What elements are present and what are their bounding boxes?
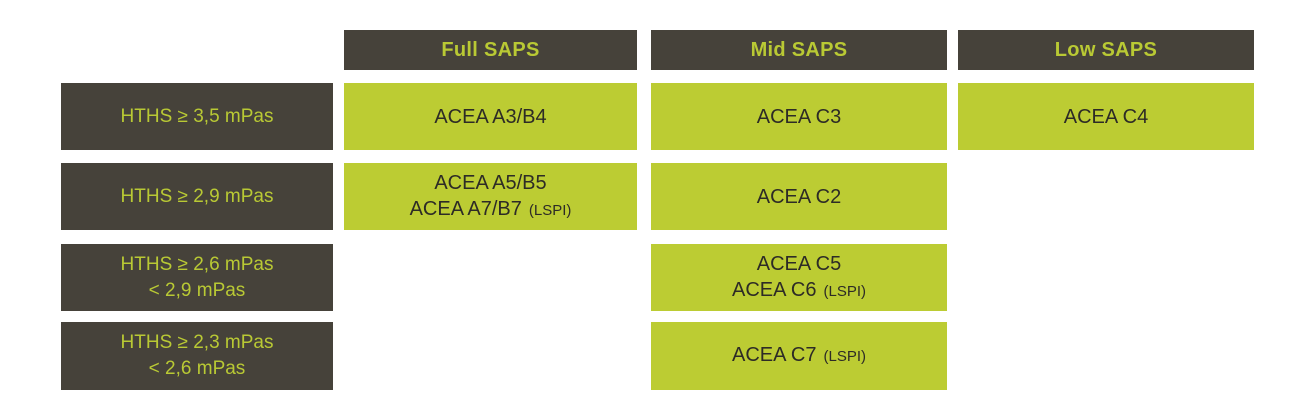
cell-line-2-main: ACEA C6 xyxy=(732,278,817,301)
row-label-line-1: HTHS ≥ 2,3 mPas xyxy=(120,332,274,353)
row-label-line-2: < 2,6 mPas xyxy=(148,358,246,379)
cell-line-1-main: ACEA C7 xyxy=(732,344,817,366)
cell-acea-c3: ACEA C3 xyxy=(651,83,947,150)
cell-line-2-lspi-suffix: (LSPI) xyxy=(823,282,866,300)
cell-acea-c7: ACEA C7 (LSPI) xyxy=(651,322,947,390)
row-label-hths-ge-2-3-lt-2-6: HTHS ≥ 2,3 mPas < 2,6 mPas xyxy=(61,322,333,390)
cell-line-2: ACEA C6 (LSPI) xyxy=(732,277,866,305)
column-header-mid-saps: Mid SAPS xyxy=(651,30,947,70)
cell-acea-a3-b4: ACEA A3/B4 xyxy=(344,83,637,150)
cell-acea-c2: ACEA C2 xyxy=(651,163,947,230)
row-label-hths-ge-3-5: HTHS ≥ 3,5 mPas xyxy=(61,83,333,150)
cell-line-1: ACEA A5/B5 xyxy=(434,171,547,194)
column-header-low-saps: Low SAPS xyxy=(958,30,1254,70)
cell-line-1: ACEA C7 (LSPI) xyxy=(732,342,866,370)
cell-acea-c5-c6: ACEA C5 ACEA C6 (LSPI) xyxy=(651,244,947,311)
cell-line-1-lspi-suffix: (LSPI) xyxy=(823,348,866,365)
row-label-line-2: < 2,9 mPas xyxy=(148,279,246,301)
cell-acea-a5-b5-a7-b7: ACEA A5/B5 ACEA A7/B7 (LSPI) xyxy=(344,163,637,230)
cell-line-2-main: ACEA A7/B7 xyxy=(409,197,522,220)
row-label-hths-ge-2-6-lt-2-9: HTHS ≥ 2,6 mPas < 2,9 mPas xyxy=(61,244,333,311)
cell-acea-c4: ACEA C4 xyxy=(958,83,1254,150)
row-label-line-1: HTHS ≥ 2,6 mPas xyxy=(120,253,274,275)
cell-line-1: ACEA C5 xyxy=(756,252,842,275)
row-label-hths-ge-2-9: HTHS ≥ 2,9 mPas xyxy=(61,163,333,230)
cell-line-2-lspi-suffix: (LSPI) xyxy=(528,201,572,219)
column-header-full-saps: Full SAPS xyxy=(344,30,637,70)
cell-line-2: ACEA A7/B7 (LSPI) xyxy=(410,196,572,224)
